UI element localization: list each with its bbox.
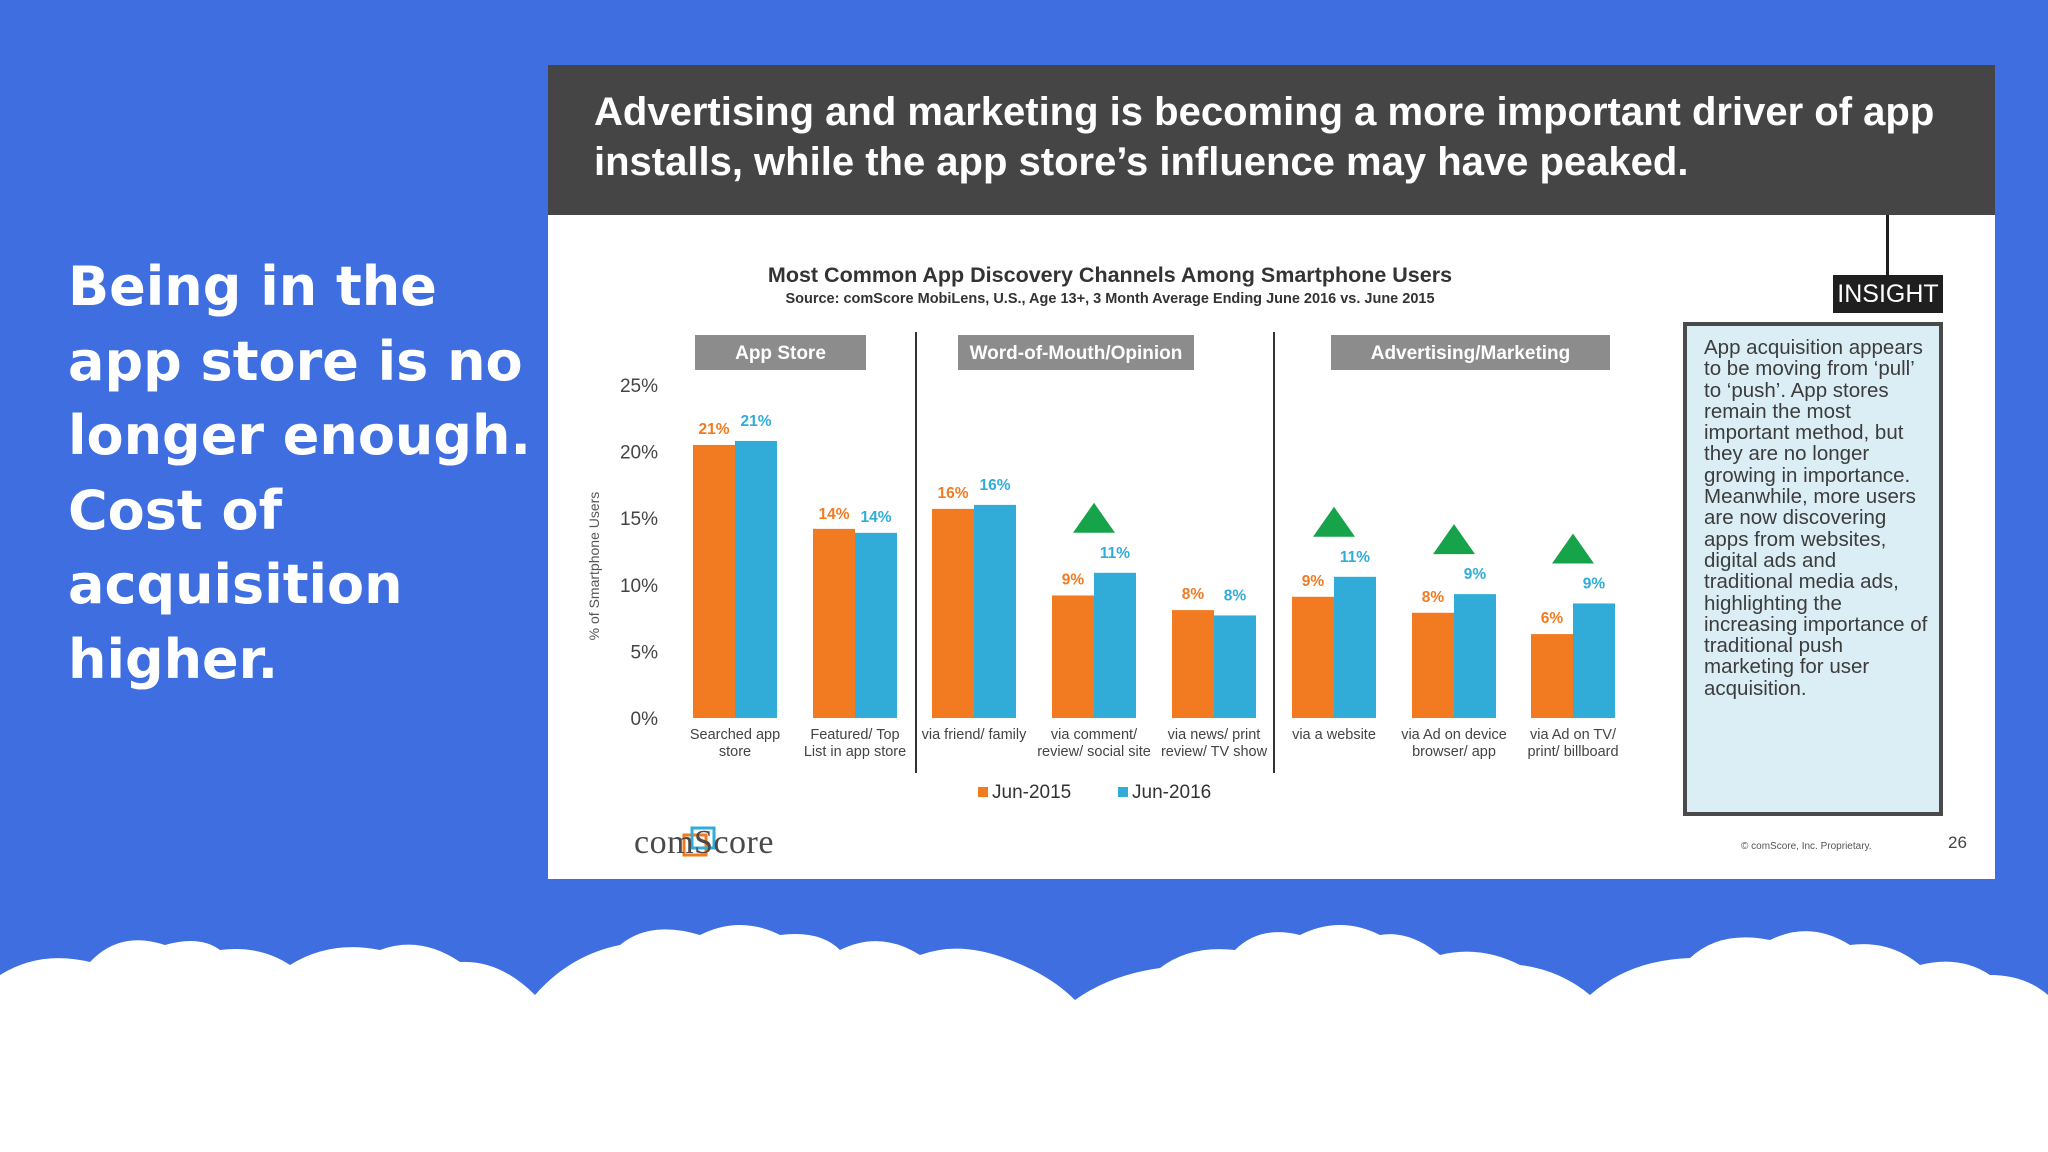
data-label: 8% xyxy=(1422,589,1445,606)
y-tick-label: 15% xyxy=(620,509,658,530)
x-tick-label: browser/ app xyxy=(1412,744,1496,760)
y-tick-label: 25% xyxy=(620,376,658,397)
bar xyxy=(1573,603,1615,718)
data-label: 16% xyxy=(937,485,968,502)
y-axis-label: % of Smartphone Users xyxy=(586,492,602,641)
group-header-box xyxy=(695,335,866,370)
insight-box xyxy=(1683,322,1943,816)
bar xyxy=(932,508,974,718)
increase-arrow-icon xyxy=(1073,502,1115,533)
x-tick-label: review/ social site xyxy=(1037,744,1151,760)
embedded-slide: Advertising and marketing is becoming a … xyxy=(548,65,1995,879)
y-tick-label: 20% xyxy=(620,443,658,464)
x-tick-label: store xyxy=(719,744,751,760)
chart-subtitle: Source: comScore MobiLens, U.S., Age 13+… xyxy=(785,291,1434,307)
data-label: 21% xyxy=(698,421,729,438)
insight-text: App acquisition appears to be moving fro… xyxy=(1704,336,1928,700)
comscore-logo-icon xyxy=(682,826,716,857)
data-label: 16% xyxy=(979,477,1010,494)
group-header-box xyxy=(958,335,1194,370)
data-label: 9% xyxy=(1464,566,1487,583)
copyright-notice: © comScore, Inc. Proprietary. xyxy=(1741,841,1872,852)
bar xyxy=(1292,596,1334,718)
bar xyxy=(813,528,855,718)
group-header-label: App Store xyxy=(735,343,826,364)
x-tick-label: via comment/ xyxy=(1051,727,1138,743)
y-tick-label: 10% xyxy=(620,576,658,597)
bar xyxy=(1094,572,1136,718)
legend-label: Jun-2015 xyxy=(992,782,1071,803)
insight-tag: INSIGHT xyxy=(1833,275,1943,313)
increase-arrow-icon xyxy=(1433,524,1475,555)
bar xyxy=(1172,610,1214,718)
bar-chart: Most Common App Discovery Channels Among… xyxy=(586,263,1619,803)
caption-line: app store is no xyxy=(68,329,523,393)
caption-line: higher. xyxy=(68,627,279,691)
increase-arrow-icon xyxy=(1313,506,1355,537)
x-tick-label: via friend/ family xyxy=(922,727,1028,743)
insight-connector xyxy=(1886,215,1889,275)
data-label: 8% xyxy=(1224,587,1247,604)
x-tick-label: List in app store xyxy=(804,744,906,760)
x-tick-label: via Ad on device xyxy=(1401,727,1507,743)
group-header-label: Advertising/Marketing xyxy=(1371,343,1571,364)
slide-headline: Advertising and marketing is becoming a … xyxy=(594,90,1935,184)
bar xyxy=(1334,576,1376,718)
data-label: 9% xyxy=(1302,573,1325,590)
bar xyxy=(1454,594,1496,718)
data-label: 9% xyxy=(1062,571,1085,588)
bar xyxy=(693,444,735,718)
x-tick-label: Searched app xyxy=(690,727,780,743)
x-tick-label: via a website xyxy=(1292,727,1376,743)
data-label: 9% xyxy=(1583,575,1606,592)
data-label: 11% xyxy=(1340,549,1370,566)
x-tick-label: review/ TV show xyxy=(1161,744,1268,760)
group-header-label: Word-of-Mouth/Opinion xyxy=(970,343,1183,364)
bar xyxy=(1412,612,1454,718)
comscore-logo-text: comScore xyxy=(634,824,774,861)
bar xyxy=(855,532,897,718)
data-label: 14% xyxy=(860,509,891,526)
slide-caption: Being in the app store is no longer enou… xyxy=(68,250,538,697)
slide-header: Advertising and marketing is becoming a … xyxy=(548,65,1995,215)
data-label: 14% xyxy=(818,506,849,523)
legend-label: Jun-2016 xyxy=(1132,782,1211,803)
y-tick-label: 5% xyxy=(631,642,659,663)
bar xyxy=(1214,615,1256,718)
y-tick-label: 0% xyxy=(631,709,659,730)
caption-line: longer enough. xyxy=(68,404,531,467)
x-tick-label: via news/ print xyxy=(1168,727,1261,743)
x-tick-label: via Ad on TV/ xyxy=(1530,727,1617,743)
bar xyxy=(1531,634,1573,718)
group-header-box xyxy=(1331,335,1610,370)
bar xyxy=(974,504,1016,718)
page-number: 26 xyxy=(1948,833,1967,852)
x-tick-label: print/ billboard xyxy=(1527,744,1618,760)
x-tick-label: Featured/ Top xyxy=(810,727,899,743)
legend-swatch xyxy=(978,787,988,797)
caption-line: Cost of xyxy=(68,478,283,542)
data-label: 6% xyxy=(1541,610,1564,627)
increase-arrow-icon xyxy=(1552,533,1594,564)
data-label: 21% xyxy=(740,413,771,430)
chart-title: Most Common App Discovery Channels Among… xyxy=(768,263,1452,287)
legend-swatch xyxy=(1118,787,1128,797)
data-label: 8% xyxy=(1182,586,1205,603)
bar xyxy=(1052,595,1094,718)
caption-line: Being in the xyxy=(68,255,437,318)
cloud-shape xyxy=(0,925,2048,1152)
caption-line: acquisition xyxy=(68,553,403,616)
bar xyxy=(735,440,777,718)
data-label: 11% xyxy=(1100,545,1130,562)
